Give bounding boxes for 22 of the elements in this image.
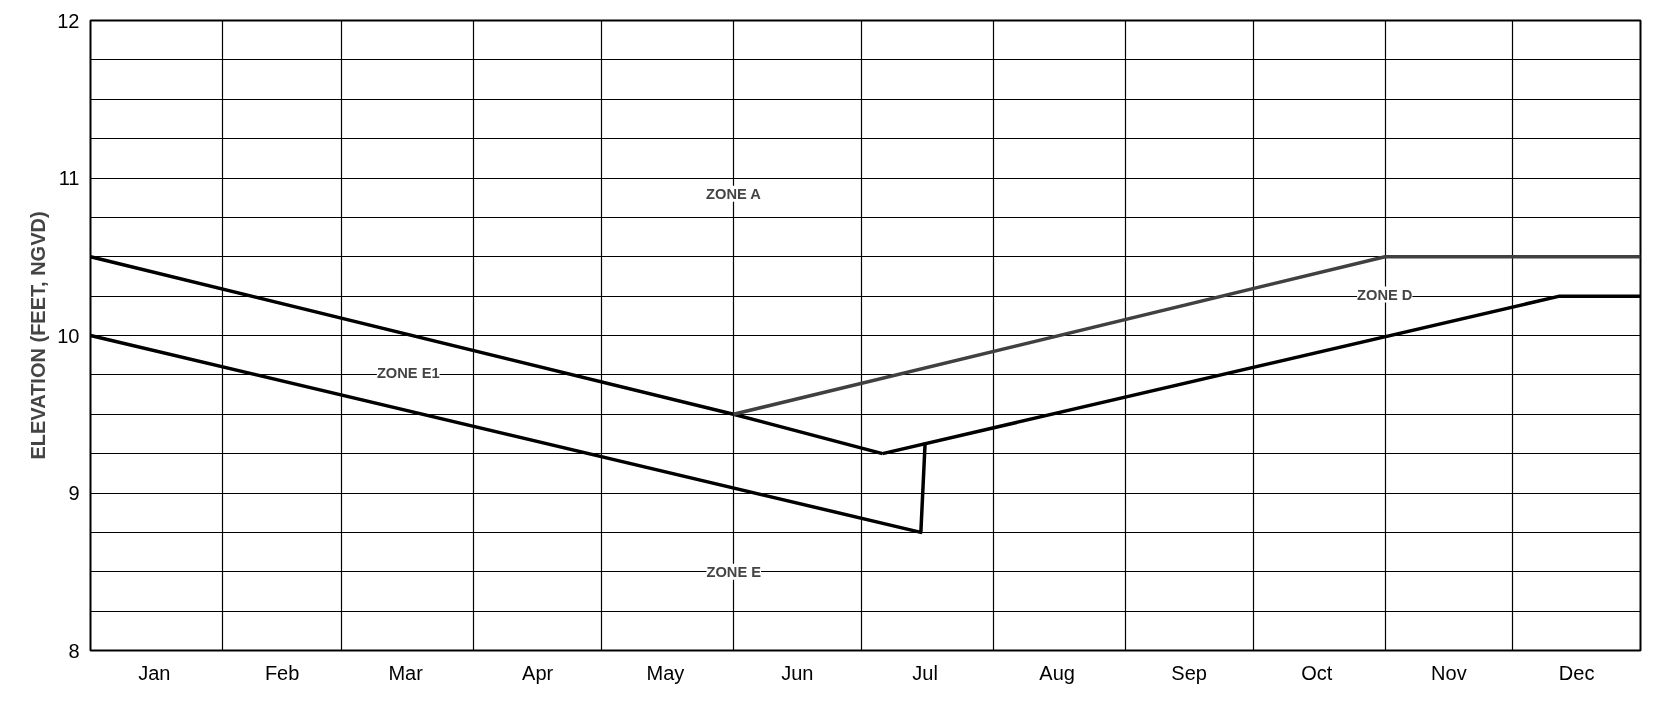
x-tick-label: Sep [1171, 661, 1207, 684]
x-tick-label: Feb [264, 661, 300, 684]
y-axis-title: ELEVATION (FEET, NGVD) [27, 211, 50, 460]
annotation: ZONE E1 [376, 365, 440, 382]
annotation: ZONE E [706, 563, 762, 580]
x-tick-label: Nov [1431, 661, 1467, 684]
x-tick-label: Jul [912, 661, 938, 684]
x-tick-label: Aug [1039, 661, 1075, 684]
y-tick-label: 11 [58, 167, 80, 189]
annotation: ZONE D [1357, 286, 1413, 303]
y-tick-label: 10 [57, 324, 80, 347]
x-tick-label: Jun [781, 661, 814, 684]
y-tick-label: 12 [57, 9, 80, 32]
x-tick-label: Apr [522, 661, 554, 684]
x-tick-label: May [646, 661, 685, 684]
y-tick-label: 9 [68, 482, 80, 504]
y-tick-label: 8 [68, 639, 80, 662]
x-tick-label: Jan [138, 661, 171, 684]
x-tick-label: Mar [388, 661, 424, 684]
annotation: ZONE A [706, 185, 762, 202]
x-tick-label: Dec [1558, 661, 1595, 684]
x-tick-label: Oct [1301, 661, 1333, 684]
